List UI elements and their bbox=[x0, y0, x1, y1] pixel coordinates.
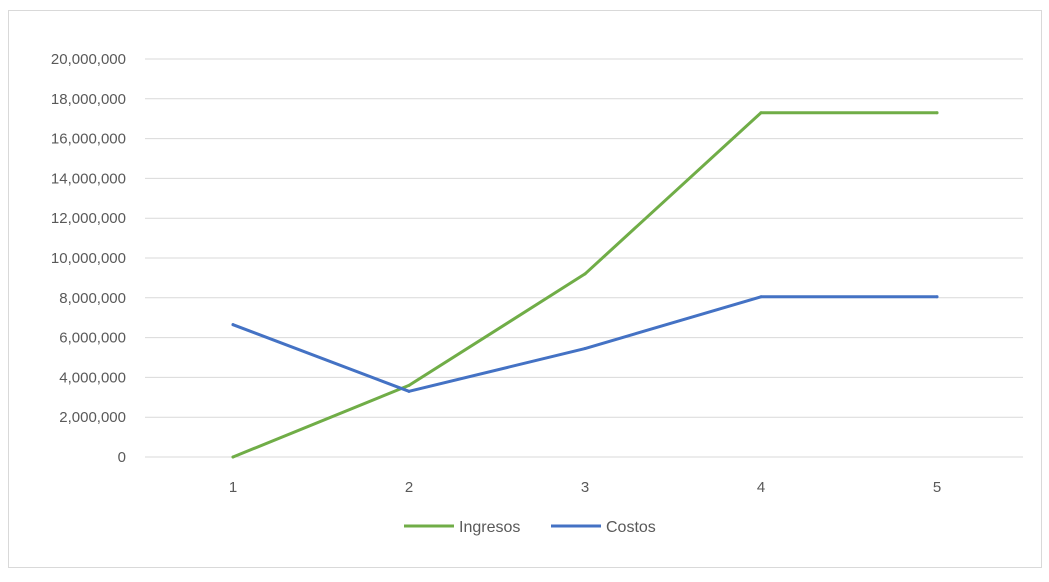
data-point-ingresos bbox=[231, 455, 235, 459]
x-axis-tick-labels: 1 2 3 4 5 bbox=[229, 479, 941, 496]
y-tick-label: 14,000,000 bbox=[51, 170, 126, 187]
data-point-costos bbox=[407, 389, 411, 393]
data-point-costos bbox=[583, 347, 587, 351]
data-point-ingresos bbox=[583, 272, 587, 276]
legend-label-ingresos: Ingresos bbox=[459, 519, 520, 536]
x-tick-label: 4 bbox=[757, 479, 765, 496]
data-point-ingresos bbox=[407, 383, 411, 387]
y-tick-label: 10,000,000 bbox=[51, 250, 126, 267]
data-point-ingresos bbox=[759, 111, 763, 115]
y-tick-label: 20,000,000 bbox=[51, 51, 126, 68]
series-line-ingresos bbox=[231, 111, 939, 459]
y-tick-label: 6,000,000 bbox=[59, 330, 126, 347]
x-tick-label: 1 bbox=[229, 479, 237, 496]
x-tick-label: 2 bbox=[405, 479, 413, 496]
chart-frame bbox=[8, 10, 1042, 568]
y-tick-label: 2,000,000 bbox=[59, 409, 126, 426]
y-tick-label: 0 bbox=[118, 449, 126, 466]
legend-label-costos: Costos bbox=[606, 519, 656, 536]
series-lines bbox=[231, 111, 939, 459]
x-tick-label: 5 bbox=[933, 479, 941, 496]
data-point-costos bbox=[759, 295, 763, 299]
data-point-costos bbox=[231, 323, 235, 327]
data-point-ingresos bbox=[935, 111, 939, 115]
y-tick-label: 4,000,000 bbox=[59, 369, 126, 386]
x-tick-label: 3 bbox=[581, 479, 589, 496]
y-tick-label: 18,000,000 bbox=[51, 91, 126, 108]
y-tick-label: 16,000,000 bbox=[51, 131, 126, 148]
gridlines bbox=[145, 58, 1023, 458]
legend: Ingresos Costos bbox=[404, 519, 656, 536]
y-tick-label: 12,000,000 bbox=[51, 210, 126, 227]
y-axis-tick-labels: 0 2,000,000 4,000,000 6,000,000 8,000,000 10,… bbox=[51, 51, 126, 466]
data-point-costos bbox=[935, 295, 939, 299]
y-tick-label: 8,000,000 bbox=[59, 290, 126, 307]
